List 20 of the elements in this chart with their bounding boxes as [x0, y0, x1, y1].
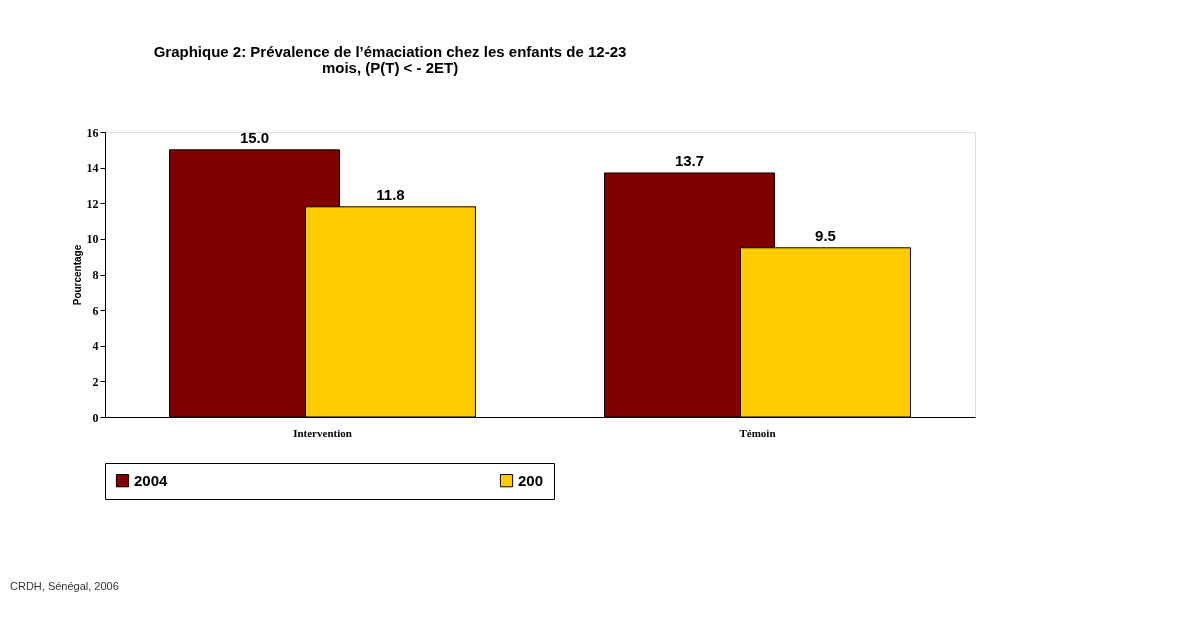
y-tick-label: 4	[92, 339, 99, 354]
y-tick-label: 2	[92, 374, 99, 389]
y-tick-label: 0	[92, 410, 99, 425]
y-tick-label: 12	[86, 196, 99, 211]
x-tick-label: Témoin	[739, 426, 776, 439]
y-tick-label: 16	[86, 125, 99, 140]
x-tick-label: Intervention	[293, 426, 352, 439]
legend-label: 200	[518, 471, 544, 489]
text: CRDH, Sénégal, 2006	[10, 580, 119, 592]
data-label: 13.7	[674, 151, 705, 169]
data-label: 15.0	[239, 128, 270, 146]
y-tick-label: 14	[86, 161, 99, 176]
y-tick-label: 10	[86, 232, 99, 247]
data-label: 9.5	[815, 226, 836, 244]
chart-title: Graphique 2: Prévalence de l’émaciation chez les enfants de 12-23 mois, (P(T) < - 2ET)	[153, 43, 627, 76]
data-label: 11.8	[376, 185, 405, 203]
legend-label: 2004	[134, 471, 169, 489]
y-axis-title: Pourcentage	[71, 244, 83, 306]
y-tick-label: 8	[92, 268, 99, 282]
y-tick-label: 6	[92, 303, 99, 318]
